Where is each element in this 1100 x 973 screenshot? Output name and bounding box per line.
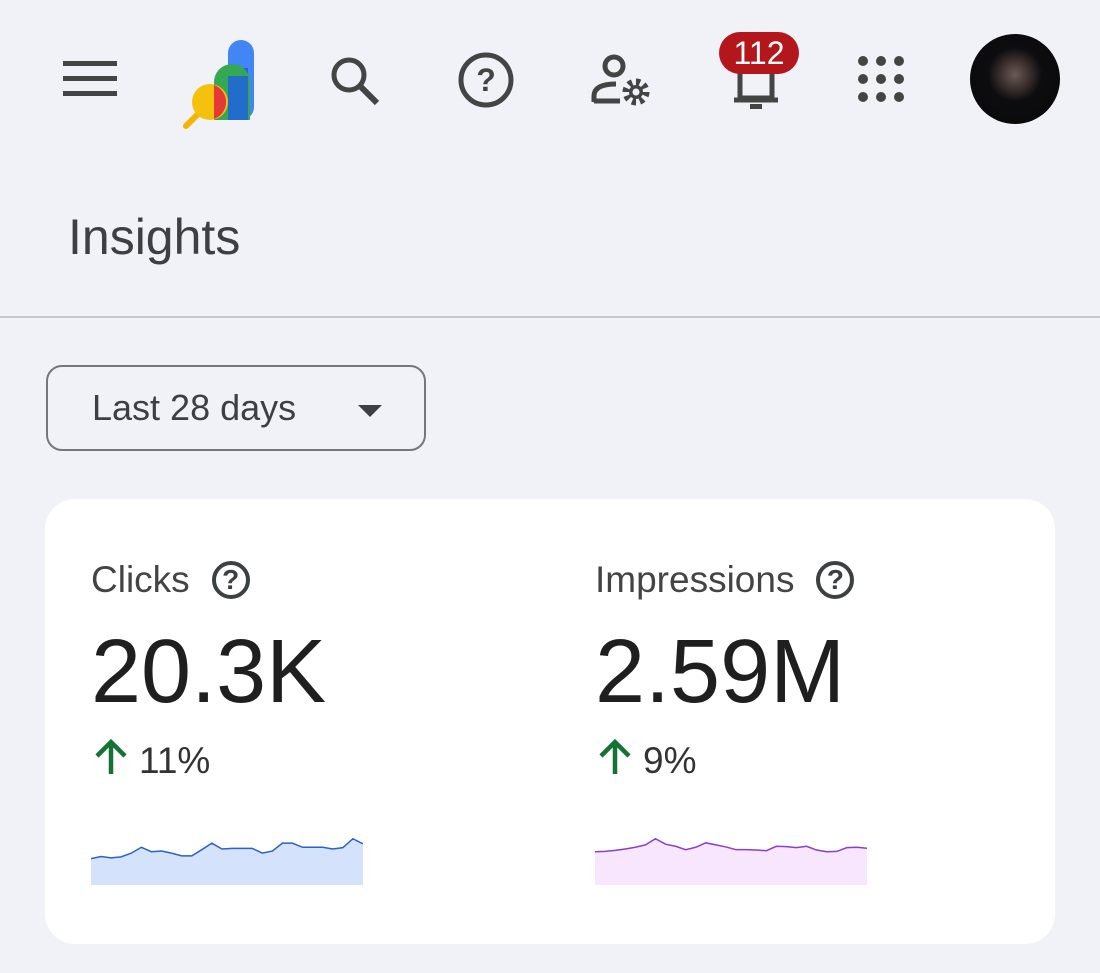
notifications-bell-icon[interactable] <box>728 60 784 110</box>
metric-value: 20.3K <box>91 622 327 722</box>
metric-impressions[interactable]: Impressions? 2.59M 9% <box>595 559 867 885</box>
arrow-up-icon <box>595 736 635 785</box>
sparkline-area <box>595 838 867 885</box>
dropdown-caret-icon <box>358 405 382 417</box>
sparkline-area <box>91 838 363 885</box>
metric-label: Impressions <box>595 559 795 600</box>
metric-clicks[interactable]: Clicks? 20.3K 11% <box>91 559 363 885</box>
search-icon[interactable] <box>328 54 382 108</box>
notification-count-badge: 112 <box>719 32 799 74</box>
metric-change: 11% <box>139 739 211 781</box>
account-avatar[interactable] <box>970 34 1060 124</box>
impressions-sparkline <box>595 837 867 885</box>
svg-text:?: ? <box>476 62 496 98</box>
search-console-logo[interactable] <box>178 38 258 130</box>
help-icon[interactable]: ? <box>211 561 250 599</box>
metric-change: 9% <box>643 739 697 781</box>
help-icon[interactable]: ? <box>816 561 855 599</box>
user-settings-icon[interactable] <box>590 54 654 108</box>
help-icon[interactable]: ? <box>456 50 516 110</box>
page-title: Insights <box>68 209 241 265</box>
metrics-card: Clicks? 20.3K 11% Impressions? 2.59M 9% <box>45 499 1055 944</box>
arrow-up-icon <box>91 736 131 785</box>
sparkline-line <box>595 837 867 853</box>
clicks-sparkline <box>91 837 363 885</box>
apps-grid-icon[interactable] <box>856 54 906 104</box>
sparkline-line <box>91 837 363 860</box>
header-divider <box>0 316 1100 318</box>
date-range-dropdown[interactable]: Last 28 days <box>46 365 426 451</box>
metric-label: Clicks <box>91 559 190 600</box>
metric-value: 2.59M <box>595 622 846 722</box>
date-range-label: Last 28 days <box>92 387 297 428</box>
menu-icon[interactable] <box>62 58 118 100</box>
